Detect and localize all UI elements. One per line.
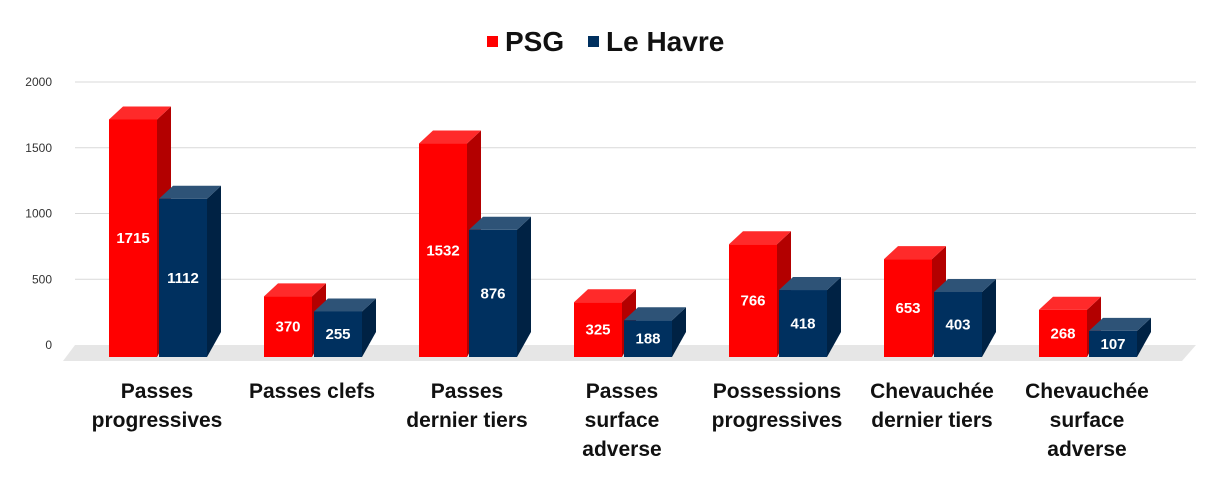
- bar-top: [729, 231, 791, 245]
- x-axis-categories: Passes progressives Passes clefs Passes dern…: [92, 380, 1149, 461]
- data-label: 1715: [116, 230, 149, 247]
- bar-psg: 1715: [109, 106, 171, 357]
- data-label: 107: [1100, 336, 1125, 353]
- bar-top: [159, 185, 221, 199]
- y-axis-ticks: 0 500 1000 1500 2000: [25, 75, 52, 352]
- bar-top: [1089, 317, 1151, 331]
- legend-swatch: [588, 36, 599, 47]
- data-label: 653: [895, 300, 920, 317]
- bar-front: [1089, 330, 1137, 357]
- data-label: 403: [945, 317, 970, 334]
- bar-front: [574, 302, 622, 357]
- legend-item-le-havre: Le Havre: [588, 26, 724, 57]
- bar-front: [109, 119, 157, 357]
- gridlines: [75, 81, 1196, 280]
- bar-top: [884, 246, 946, 260]
- bar-side: [982, 279, 996, 357]
- bar-side: [827, 277, 841, 357]
- legend-swatch: [487, 36, 498, 47]
- bar-front: [314, 311, 362, 357]
- legend: PSG Le Havre: [487, 26, 724, 57]
- bar-front: [264, 296, 312, 357]
- legend-label: Le Havre: [606, 26, 724, 57]
- data-label: 1532: [426, 242, 459, 259]
- bar-top: [1039, 296, 1101, 310]
- bar-front: [624, 320, 672, 357]
- x-category-label: Possessions progressives: [712, 380, 843, 432]
- y-tick-label: 0: [45, 338, 52, 352]
- y-tick-label: 2000: [25, 75, 52, 89]
- bar-side: [207, 185, 221, 357]
- bar-top: [934, 279, 996, 293]
- bar-front: [729, 244, 777, 357]
- bar-top: [469, 216, 531, 230]
- x-category-label: Passes progressives: [92, 380, 223, 432]
- bar-le-havre: 876: [469, 216, 531, 357]
- y-tick-label: 1500: [25, 141, 52, 155]
- bar-le-havre: 1112: [159, 185, 221, 357]
- y-tick-label: 1000: [25, 207, 52, 221]
- x-category-label: Chevauchée dernier tiers: [870, 380, 994, 432]
- bar-top: [779, 277, 841, 291]
- x-category-label: Passes dernier tiers: [406, 380, 527, 432]
- x-category-label: Passes surface adverse: [582, 380, 661, 461]
- legend-label: PSG: [505, 26, 564, 57]
- bar-front: [779, 290, 827, 357]
- data-label: 418: [790, 316, 815, 333]
- bar-le-havre: 107: [1089, 317, 1151, 357]
- bar-front: [1039, 309, 1087, 357]
- bar-top: [574, 289, 636, 303]
- bar-le-havre: 418: [779, 277, 841, 357]
- bar-front: [419, 143, 467, 357]
- data-label: 370: [275, 319, 300, 336]
- bar-side: [672, 307, 686, 357]
- data-label: 188: [635, 331, 660, 348]
- y-tick-label: 500: [32, 272, 52, 286]
- bar-top: [314, 298, 376, 312]
- bar-top: [624, 307, 686, 321]
- bar-front: [884, 259, 932, 357]
- bar-le-havre: 403: [934, 279, 996, 357]
- x-category-label: Chevauchée surface adverse: [1025, 380, 1149, 461]
- bar-front: [934, 292, 982, 357]
- bar-top: [264, 283, 326, 297]
- legend-item-psg: PSG: [487, 26, 564, 57]
- bar-le-havre: 255: [314, 298, 376, 357]
- data-label: 325: [585, 322, 610, 339]
- bar-top: [109, 106, 171, 120]
- bar-front: [159, 198, 207, 357]
- bar-front: [469, 229, 517, 357]
- bar-side: [517, 216, 531, 357]
- data-label: 268: [1050, 325, 1075, 342]
- data-label: 1112: [167, 270, 199, 287]
- x-category-label: Passes clefs: [249, 380, 375, 403]
- bar-side: [1137, 317, 1151, 357]
- data-label: 766: [740, 293, 765, 310]
- bar-side: [362, 298, 376, 357]
- bar-le-havre: 188: [624, 307, 686, 357]
- bars: 1715 1112 370 255 1532 876 325 188 766 418 653 403 2…: [109, 106, 1151, 357]
- bar-psg: 370: [264, 283, 326, 357]
- data-label: 876: [480, 285, 505, 302]
- bar-top: [419, 130, 481, 144]
- data-label: 255: [325, 326, 350, 343]
